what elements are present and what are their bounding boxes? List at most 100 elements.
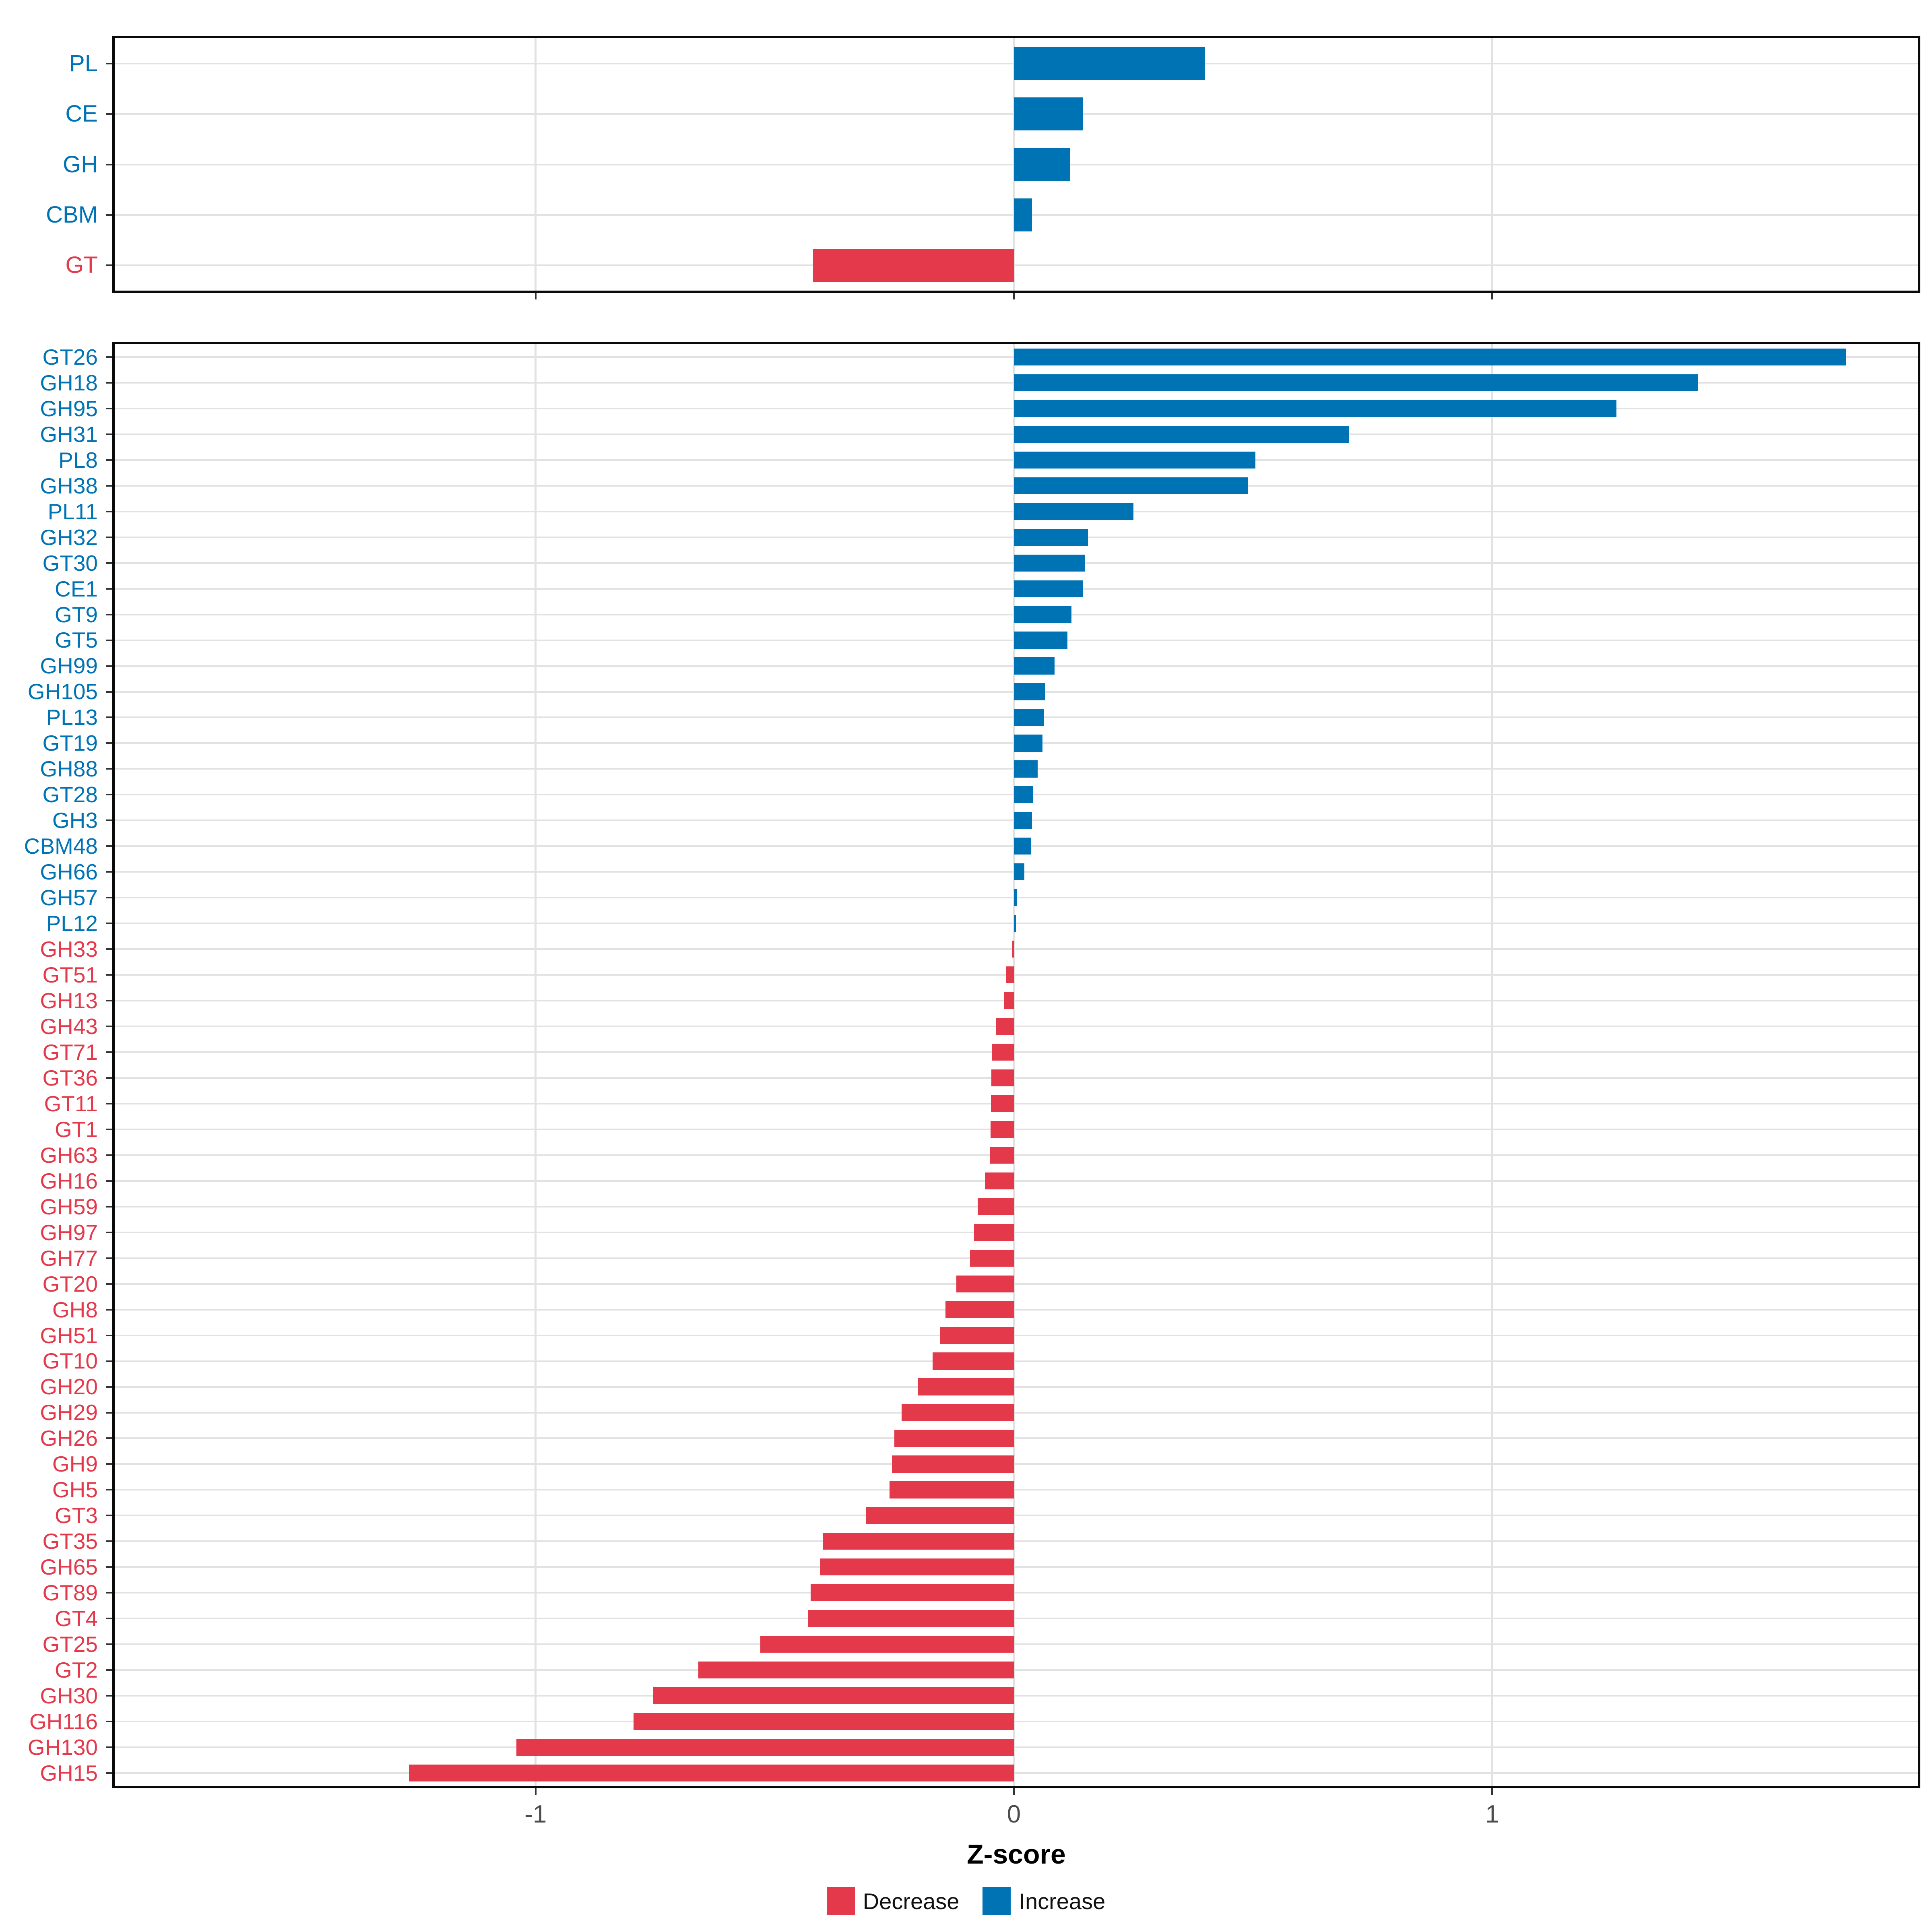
y-axis-tick xyxy=(106,356,115,358)
bar-GH15 xyxy=(409,1764,1014,1782)
bar-PL13 xyxy=(1014,709,1044,726)
y-axis-label-GH88: GH88 xyxy=(40,756,98,782)
y-axis-label-PL: PL xyxy=(69,50,98,76)
horizontal-gridline xyxy=(115,1386,1918,1388)
legend-label-decrease: Decrease xyxy=(863,1888,960,1914)
y-axis-tick xyxy=(106,716,115,718)
y-axis-tick xyxy=(106,1205,115,1208)
y-axis-tick xyxy=(106,923,115,925)
y-axis-tick xyxy=(106,845,115,847)
y-axis-tick xyxy=(106,382,115,384)
y-axis-tick xyxy=(106,639,115,641)
bar-GH18 xyxy=(1014,374,1698,392)
x-tick-label-1: 1 xyxy=(1485,1800,1499,1828)
y-axis-tick xyxy=(106,1412,115,1414)
horizontal-gridline xyxy=(115,1231,1918,1233)
y-axis-tick xyxy=(106,1180,115,1182)
panel-border xyxy=(112,342,1920,1788)
bar-GT1 xyxy=(990,1121,1014,1138)
horizontal-gridline xyxy=(115,1000,1918,1002)
horizontal-gridline xyxy=(115,1309,1918,1311)
y-axis-tick xyxy=(106,1592,115,1594)
bar-GH57 xyxy=(1014,889,1018,906)
horizontal-gridline xyxy=(115,1437,1918,1439)
horizontal-gridline xyxy=(115,1721,1918,1723)
y-axis-label-GH16: GH16 xyxy=(40,1168,98,1193)
bar-GT2 xyxy=(698,1662,1014,1679)
vertical-gridline xyxy=(1013,344,1015,1786)
bar-GH26 xyxy=(894,1430,1014,1447)
y-axis-label-GH43: GH43 xyxy=(40,1013,98,1039)
horizontal-gridline xyxy=(115,1283,1918,1285)
horizontal-gridline xyxy=(115,1205,1918,1208)
y-axis-label-GH77: GH77 xyxy=(40,1245,98,1271)
y-axis-label-GT5: GT5 xyxy=(55,627,98,653)
y-axis-label-GT28: GT28 xyxy=(42,782,98,807)
horizontal-gridline xyxy=(115,1540,1918,1542)
horizontal-gridline xyxy=(115,1334,1918,1336)
bar-GH9 xyxy=(892,1455,1014,1473)
bar-GT11 xyxy=(991,1095,1014,1113)
y-axis-label-GH31: GH31 xyxy=(40,421,98,447)
y-axis-label-GH29: GH29 xyxy=(40,1400,98,1425)
horizontal-gridline xyxy=(115,1154,1918,1156)
y-axis-tick xyxy=(106,1721,115,1723)
bar-PL8 xyxy=(1014,451,1256,469)
y-axis-tick xyxy=(106,1026,115,1028)
y-axis-tick xyxy=(106,665,115,667)
y-axis-tick xyxy=(106,536,115,538)
y-axis-tick xyxy=(106,1360,115,1362)
y-axis-tick xyxy=(106,974,115,976)
bar-GH116 xyxy=(634,1713,1014,1730)
bar-GH63 xyxy=(990,1146,1014,1164)
y-axis-label-GH38: GH38 xyxy=(40,473,98,498)
bar-GT36 xyxy=(991,1069,1014,1087)
horizontal-gridline xyxy=(115,1618,1918,1620)
y-axis-tick xyxy=(106,1489,115,1491)
bar-CE xyxy=(1014,97,1084,131)
horizontal-gridline xyxy=(115,1051,1918,1053)
bar-PL xyxy=(1014,47,1205,80)
y-axis-tick xyxy=(106,1334,115,1336)
y-axis-tick xyxy=(106,768,115,770)
bar-GT4 xyxy=(808,1610,1014,1627)
bar-GT25 xyxy=(760,1636,1014,1653)
y-axis-label-GT: GT xyxy=(65,252,98,279)
y-axis-label-GT10: GT10 xyxy=(42,1348,98,1374)
y-axis-label-GT2: GT2 xyxy=(55,1657,98,1683)
horizontal-gridline xyxy=(115,1128,1918,1130)
y-axis-label-GT4: GT4 xyxy=(55,1606,98,1631)
y-axis-tick xyxy=(106,1386,115,1388)
y-axis-label-GT71: GT71 xyxy=(42,1039,98,1065)
y-axis-tick xyxy=(106,1102,115,1104)
y-axis-label-CBM: CBM xyxy=(46,201,98,228)
bar-GT30 xyxy=(1014,554,1085,572)
bar-GH65 xyxy=(820,1558,1014,1576)
bar-CBM48 xyxy=(1014,838,1031,855)
y-axis-label-PL12: PL12 xyxy=(46,911,98,936)
bar-GH38 xyxy=(1014,477,1249,494)
y-axis-label-GH33: GH33 xyxy=(40,937,98,962)
bar-GH43 xyxy=(996,1018,1014,1035)
bar-GH30 xyxy=(652,1687,1014,1705)
y-axis-tick xyxy=(106,1077,115,1079)
horizontal-gridline xyxy=(115,1643,1918,1645)
y-axis-label-GH13: GH13 xyxy=(40,988,98,1013)
x-axis-title: Z-score xyxy=(967,1839,1066,1870)
legend-item-increase: Increase xyxy=(983,1887,1105,1915)
bar-GT89 xyxy=(811,1584,1014,1602)
y-axis-label-GH66: GH66 xyxy=(40,859,98,885)
y-axis-tick xyxy=(106,485,115,487)
bar-CBM xyxy=(1014,198,1032,232)
y-axis-tick xyxy=(106,819,115,822)
y-axis-tick xyxy=(106,1746,115,1748)
y-axis-label-GH5: GH5 xyxy=(52,1477,98,1503)
bar-GT5 xyxy=(1014,632,1068,649)
legend-label-increase: Increase xyxy=(1019,1888,1106,1914)
horizontal-gridline xyxy=(115,1412,1918,1414)
bar-GH95 xyxy=(1014,400,1617,417)
y-axis-label-GH95: GH95 xyxy=(40,396,98,421)
y-axis-label-CE: CE xyxy=(65,101,98,127)
bar-GH130 xyxy=(516,1738,1014,1756)
